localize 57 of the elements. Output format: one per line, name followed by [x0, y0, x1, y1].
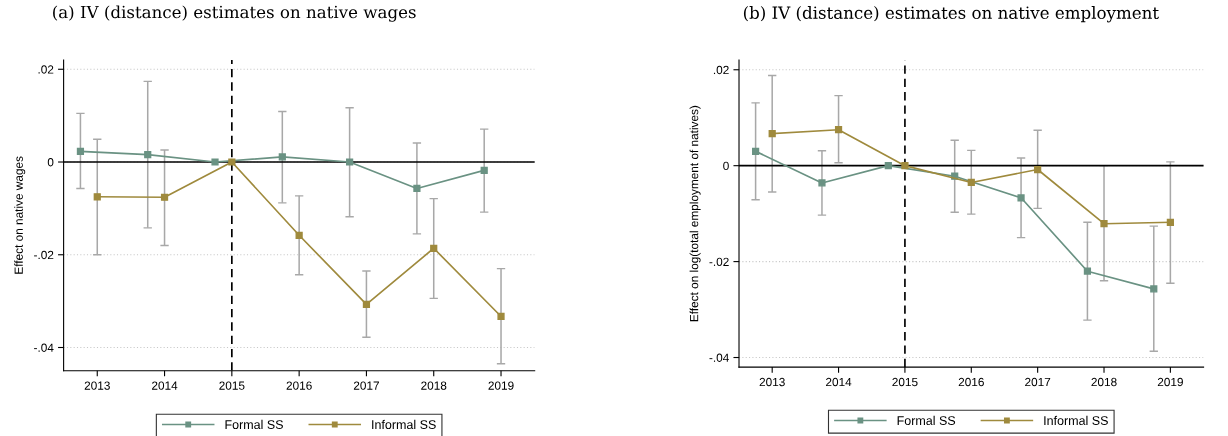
- y-tick-label: -.02: [709, 257, 729, 266]
- point: [228, 158, 236, 166]
- x-tick-label: 2013: [84, 381, 110, 390]
- point: [295, 231, 303, 239]
- point: [480, 166, 488, 174]
- x-tick-label: 2014: [152, 381, 178, 390]
- x-tick-label: 2018: [1091, 377, 1117, 387]
- point: [901, 162, 909, 170]
- legend-label: Formal SS: [897, 415, 956, 425]
- x-tick-label: 2016: [286, 381, 312, 390]
- point: [1166, 218, 1174, 226]
- point: [768, 129, 776, 138]
- point: [93, 193, 101, 201]
- x-tick-label: 2017: [353, 381, 379, 390]
- point: [144, 150, 152, 159]
- point: [1083, 267, 1092, 275]
- legend-label: Informal SS: [372, 419, 436, 430]
- x-tick-label: 2016: [958, 377, 984, 387]
- x-tick-label: 2015: [892, 377, 918, 387]
- point: [430, 244, 438, 252]
- point: [211, 158, 219, 166]
- y-tick-label: 0: [47, 158, 54, 167]
- x-tick-label: 2017: [1025, 377, 1051, 387]
- y-tick-label: -.04: [709, 353, 729, 362]
- x-tick-label: 2019: [1157, 377, 1183, 387]
- point: [362, 300, 371, 308]
- point: [884, 162, 892, 170]
- point: [497, 312, 505, 321]
- y-tick-label: .02: [713, 65, 729, 75]
- x-tick-label: 2013: [759, 377, 785, 387]
- point: [834, 126, 843, 134]
- point: [1017, 194, 1025, 202]
- x-tick-label: 2018: [421, 381, 447, 390]
- point: [413, 184, 421, 193]
- chart-title: (a) IV (distance) estimates on native wages: [53, 5, 416, 22]
- y-tick-label: 0: [723, 161, 729, 171]
- legend-label: Informal SS: [1044, 415, 1108, 425]
- point: [160, 193, 169, 201]
- chart-title: (b) IV (distance) estimates on native employment: [743, 6, 1159, 23]
- x-tick-label: 2014: [826, 377, 852, 387]
- point: [1034, 165, 1042, 174]
- x-tick-label: 2015: [219, 381, 245, 390]
- point: [76, 147, 85, 155]
- y-axis-title: Effect on log(total employment of natives): [689, 105, 701, 322]
- y-tick-label: .02: [38, 65, 54, 74]
- point: [751, 147, 760, 155]
- x-tick-label: 2019: [488, 381, 514, 390]
- point: [1100, 220, 1108, 228]
- point: [818, 179, 826, 187]
- point: [1150, 285, 1158, 293]
- point: [345, 158, 354, 166]
- legend-label: Formal SS: [225, 419, 283, 430]
- point: [278, 153, 286, 161]
- y-tick-label: -.02: [34, 250, 54, 260]
- y-tick-label: -.04: [34, 343, 54, 352]
- y-axis-title: Effect on native wages: [14, 156, 26, 274]
- point: [967, 178, 975, 187]
